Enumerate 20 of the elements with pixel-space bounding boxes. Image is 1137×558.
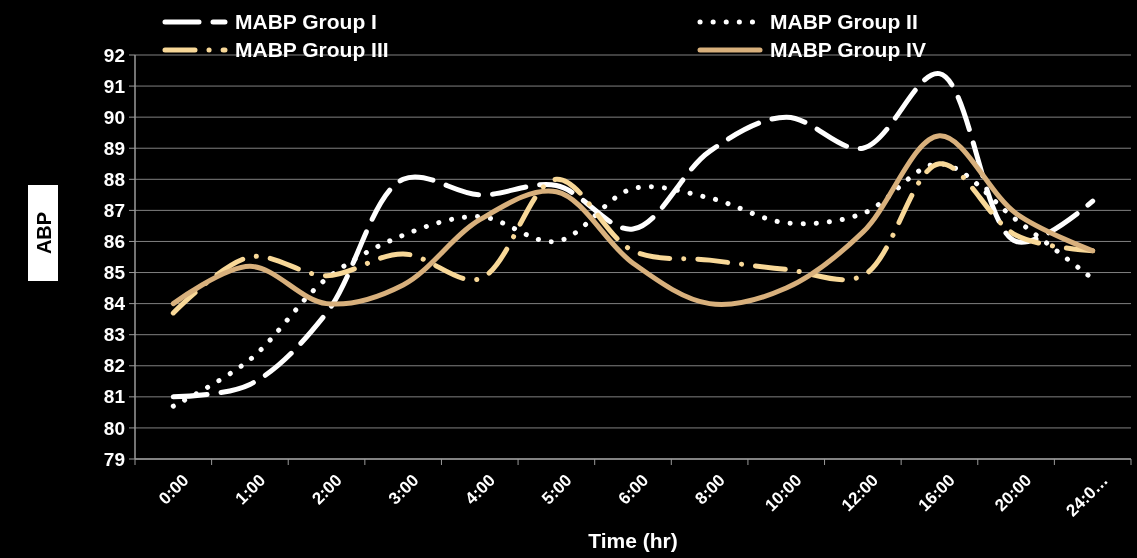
y-tick-label: 84: [103, 293, 126, 315]
y-tick-label: 92: [103, 44, 125, 66]
legend-label: MABP Group I: [235, 10, 377, 34]
y-tick-label: 91: [103, 75, 126, 97]
x-axis-title: Time (hr): [588, 529, 678, 552]
y-tick-label: 79: [103, 448, 125, 470]
legend-label: MABP Group IV: [770, 38, 926, 62]
y-tick-label: 90: [103, 106, 125, 128]
legend-label: MABP Group II: [770, 10, 918, 34]
y-tick-label: 87: [103, 200, 125, 222]
y-tick-label: 85: [103, 262, 126, 284]
y-tick-label: 82: [103, 355, 125, 377]
y-tick-label: 86: [103, 231, 125, 253]
y-tick-label: 89: [103, 137, 125, 159]
y-tick-label: 88: [103, 168, 125, 190]
y-axis-title: ABP: [33, 211, 55, 255]
y-tick-label: 81: [103, 386, 126, 408]
y-tick-label: 83: [103, 324, 125, 346]
legend-label: MABP Group III: [235, 38, 389, 62]
y-tick-label: 80: [103, 417, 125, 439]
